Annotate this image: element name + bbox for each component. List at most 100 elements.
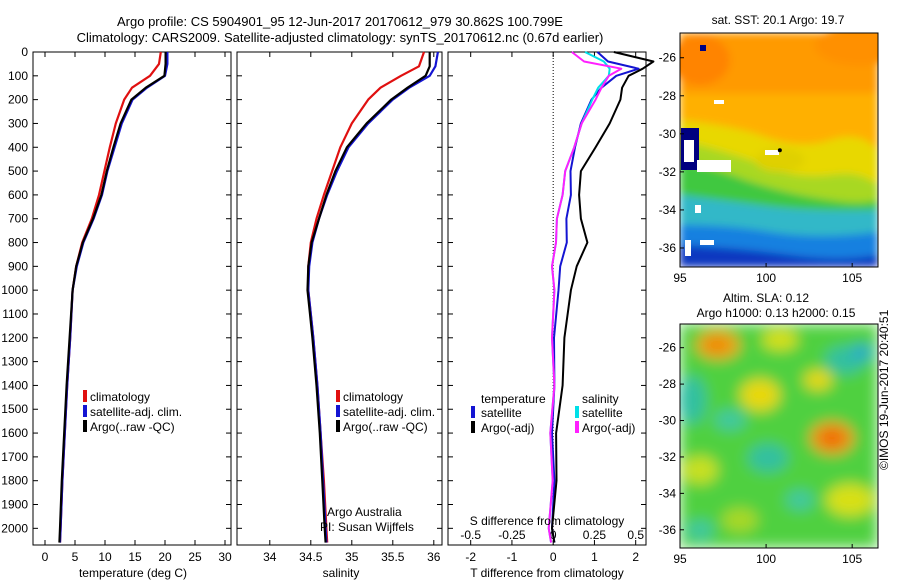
series-line — [58, 52, 169, 543]
depth-tick-label: 1000 — [1, 283, 28, 297]
x-tick-label: 34.5 — [299, 550, 323, 564]
temperature-axis-label: temperature (deg C) — [79, 566, 187, 580]
depth-tick-label: 400 — [8, 140, 28, 154]
series-line — [58, 52, 167, 543]
series-line — [307, 51, 439, 543]
depth-tick-label: 600 — [8, 188, 28, 202]
series-line — [547, 51, 623, 543]
depth-tick-label: 0 — [21, 45, 28, 59]
legend-title: temperature — [481, 392, 546, 406]
depth-tick-label: 1500 — [1, 402, 28, 416]
legend-entry: climatology — [343, 390, 403, 404]
map-y-tick-label: -28 — [659, 89, 677, 103]
depth-tick-label: 1100 — [2, 307, 28, 321]
salinity-axis-label: salinity — [323, 566, 360, 580]
s-diff-tick-label: 0.5 — [627, 528, 644, 542]
sst-heatmap — [680, 33, 878, 267]
map-y-tick-label: -28 — [659, 377, 677, 391]
s-difference-axis-label: S difference from climatology — [470, 514, 625, 528]
series-line — [551, 51, 640, 543]
depth-tick-label: 1200 — [1, 331, 28, 345]
x-tick-label: 35.5 — [381, 550, 405, 564]
legend-entry: satellite-adj. clim. — [90, 405, 182, 419]
imos-timestamp: ©IMOS 19-Jun-2017 20:40:51 — [877, 309, 891, 470]
series-line — [58, 51, 162, 543]
legend-entry: Argo(-adj) — [481, 421, 534, 435]
map-y-tick-label: -30 — [659, 127, 677, 141]
legend-swatch — [471, 421, 475, 433]
header-line-1: Argo profile: CS 5904901_95 12-Jun-2017 … — [117, 14, 563, 29]
map-y-tick-label: -26 — [659, 51, 677, 65]
x-tick-label: 2 — [632, 550, 639, 564]
map-y-tick-label: -26 — [659, 341, 677, 355]
sla-map-title-line-1: Altim. SLA: 0.12 — [723, 291, 809, 305]
x-tick-label: 34 — [263, 550, 277, 564]
map-frame — [679, 323, 879, 549]
legend-entry: satellite — [582, 406, 623, 420]
map-y-tick-label: -36 — [659, 241, 677, 255]
legend-swatch — [83, 405, 87, 417]
x-tick-label: 1 — [591, 550, 598, 564]
sst-map-title: sat. SST: 20.1 Argo: 19.7 — [712, 13, 845, 27]
x-tick-label: 0 — [42, 550, 49, 564]
legend-entry: Argo(..raw -QC) — [90, 420, 175, 434]
legend-entry: satellite-adj. clim. — [343, 405, 435, 419]
x-tick-label: 15 — [128, 550, 142, 564]
sla-heatmap — [680, 324, 878, 548]
salinity-panel: 34 34.5 35 35.5 36 — [236, 51, 443, 564]
x-tick-label: 0 — [550, 550, 557, 564]
depth-tick-label: 2000 — [1, 521, 28, 535]
depth-tick-label: 500 — [8, 164, 28, 178]
map-x-tick-label: 100 — [756, 552, 776, 566]
map-x-tick-label: 95 — [673, 552, 687, 566]
map-x-tick-label: 100 — [756, 271, 776, 285]
x-tick-label: 30 — [218, 550, 232, 564]
legend-title: salinity — [582, 392, 619, 406]
map-y-tick-label: -34 — [659, 486, 677, 500]
depth-tick-label: 1600 — [1, 426, 28, 440]
depth-tick-label: 1900 — [1, 498, 28, 512]
depth-tick-label: 1800 — [1, 474, 28, 488]
depth-tick-label: 700 — [8, 212, 28, 226]
map-frame — [679, 32, 879, 268]
map-y-tick-label: -34 — [659, 203, 677, 217]
temperature-panel: 0 5 10 15 20 25 30 — [32, 51, 232, 564]
legend-swatch — [83, 390, 87, 402]
map-y-tick-label: -32 — [659, 165, 677, 179]
plot-frame — [32, 51, 232, 546]
depth-tick-label: 1400 — [1, 378, 28, 392]
x-tick-label: -1 — [507, 550, 518, 564]
legend-entry: Argo(..raw -QC) — [343, 420, 428, 434]
depth-tick-label: 800 — [8, 236, 28, 250]
x-tick-label: 10 — [98, 550, 112, 564]
legend-entry: climatology — [90, 390, 150, 404]
sla-map-axes: 95 100 105 -26 -28 -30 -32 -34 -36 — [659, 323, 879, 566]
depth-axis: 0 100 200 300 400 500 600 700 800 900 1000 1100 1200… — [1, 45, 28, 535]
map-y-tick-label: -30 — [659, 414, 677, 428]
legend-swatch — [83, 420, 87, 432]
legend-swatch — [336, 405, 340, 417]
t-difference-axis-label: T difference from climatology — [470, 566, 624, 580]
depth-tick-label: 100 — [8, 69, 28, 83]
depth-tick-label: 900 — [8, 259, 28, 273]
legend-swatch — [575, 406, 579, 418]
s-diff-tick-label: -0.5 — [460, 528, 481, 542]
legend-swatch — [471, 406, 475, 418]
sla-map-title-line-2: Argo h1000: 0.13 h2000: 0.15 — [697, 306, 856, 320]
x-tick-label: -2 — [465, 550, 476, 564]
series-line — [306, 52, 431, 543]
legend-swatch — [575, 421, 579, 433]
x-tick-label: 5 — [72, 550, 79, 564]
sst-map-axes: 95 100 105 -26 -28 -30 -32 -34 -36 — [659, 32, 879, 285]
map-x-tick-label: 105 — [842, 271, 862, 285]
x-tick-label: 20 — [158, 550, 172, 564]
argo-annotation-line-2: PI: Susan Wijffels — [320, 520, 414, 534]
s-diff-tick-label: 0.25 — [583, 528, 607, 542]
argo-position-marker — [777, 148, 782, 153]
map-y-tick-label: -32 — [659, 450, 677, 464]
map-x-tick-label: 95 — [673, 271, 687, 285]
